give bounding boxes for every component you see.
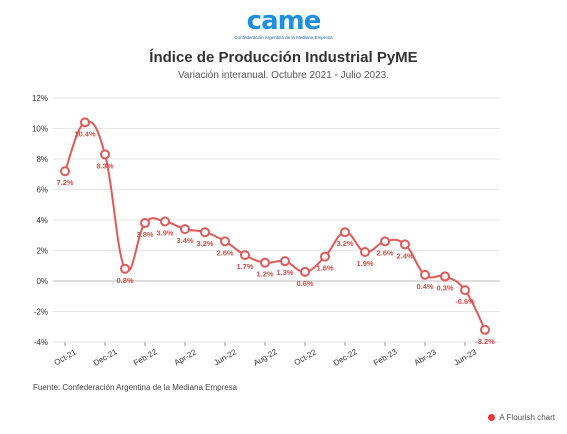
data-points bbox=[60, 117, 490, 335]
y-tick-label: 8% bbox=[36, 155, 48, 164]
series-line-layer bbox=[64, 120, 486, 331]
data-label: 3.2% bbox=[336, 239, 353, 248]
logo-subtitle: Confederación Argentina de la Mediana Em… bbox=[234, 35, 333, 40]
data-label: 2.6% bbox=[216, 248, 233, 257]
data-label: 0.8% bbox=[116, 276, 133, 285]
x-tick-label: Apr-22 bbox=[173, 347, 199, 367]
x-tick-label: Feb-23 bbox=[372, 347, 399, 368]
data-point bbox=[400, 239, 410, 250]
data-point bbox=[360, 247, 370, 258]
flourish-credit-label: A Flourish chart bbox=[499, 413, 555, 422]
y-tick-label: 12% bbox=[32, 94, 48, 103]
data-label: 0.6% bbox=[296, 279, 313, 288]
data-point bbox=[60, 166, 70, 177]
data-label: 8.3% bbox=[96, 161, 113, 170]
data-point bbox=[440, 271, 450, 282]
data-point bbox=[480, 324, 490, 335]
x-tick-label: Oct-21 bbox=[53, 347, 79, 367]
grid-layer bbox=[53, 97, 500, 343]
data-point bbox=[240, 250, 250, 261]
x-axis: Oct-21 Dec-21 Feb-22 Apr-22 Jun-22 Aug-22 Oct-… bbox=[53, 342, 479, 368]
data-label: 0.4% bbox=[416, 282, 433, 291]
data-point bbox=[260, 257, 270, 268]
data-label: 3.9% bbox=[156, 229, 173, 238]
x-tick-label: Dec-21 bbox=[92, 347, 119, 368]
data-label: 2.4% bbox=[396, 251, 413, 260]
data-label: 2.6% bbox=[376, 248, 393, 257]
data-label: -3.2% bbox=[475, 337, 495, 346]
series-line bbox=[64, 120, 486, 331]
data-label: 1.6% bbox=[316, 264, 333, 273]
x-tick-label: Oct-22 bbox=[293, 347, 319, 367]
data-labels: 7.2%10.4%8.3%0.8%3.8% 3.9%3.4% 3.2%2.6%1.7… bbox=[56, 129, 495, 345]
data-label: 1.9% bbox=[356, 259, 373, 268]
data-label: -0.6% bbox=[455, 297, 475, 306]
x-tick-label: Dec-22 bbox=[332, 347, 359, 368]
x-tick-label: Jun-23 bbox=[452, 347, 478, 367]
y-tick-label: 10% bbox=[32, 125, 48, 134]
data-point bbox=[320, 251, 330, 262]
came-logo: came Confederación Argentina de la Media… bbox=[0, 8, 567, 40]
data-point bbox=[460, 285, 470, 296]
chart-subtitle: Variación interanual. Octubre 2021 - Jul… bbox=[177, 70, 390, 81]
data-label: 3.8% bbox=[136, 230, 153, 239]
data-point bbox=[420, 269, 430, 280]
data-point bbox=[120, 263, 130, 274]
data-point bbox=[280, 256, 290, 267]
data-point bbox=[300, 266, 310, 277]
y-tick-label: 4% bbox=[36, 216, 48, 225]
logo-mark: came bbox=[246, 6, 322, 36]
flourish-icon bbox=[488, 414, 496, 421]
data-point bbox=[140, 218, 150, 229]
y-tick-label: -4% bbox=[34, 338, 48, 347]
y-axis: -4% -2% 0% 2% 4% 6% 8% 10% 12% bbox=[32, 94, 48, 347]
data-point bbox=[340, 227, 350, 238]
data-point bbox=[80, 117, 90, 128]
data-label: 0.3% bbox=[436, 283, 453, 292]
data-label: 10.4% bbox=[74, 129, 96, 138]
data-point bbox=[200, 227, 210, 238]
data-point bbox=[160, 216, 170, 227]
data-point bbox=[180, 224, 190, 235]
x-tick-label: Abr-23 bbox=[413, 347, 439, 367]
x-tick-label: Feb-22 bbox=[132, 347, 159, 368]
flourish-credit[interactable]: A Flourish chart bbox=[488, 413, 555, 422]
data-label: 1.3% bbox=[276, 268, 293, 277]
data-label: 3.2% bbox=[196, 239, 213, 248]
y-tick-label: 6% bbox=[36, 186, 48, 195]
data-point bbox=[220, 236, 230, 247]
y-tick-label: 0% bbox=[36, 277, 48, 286]
y-tick-label: 2% bbox=[36, 247, 48, 256]
data-point bbox=[100, 149, 110, 160]
chart-title: Índice de Producción Industrial PyME bbox=[149, 49, 418, 66]
data-point bbox=[380, 236, 390, 247]
source-note: Fuente: Confederación Argentina de la Me… bbox=[33, 383, 238, 392]
data-label: 3.4% bbox=[176, 236, 193, 245]
x-tick-label: Jun-22 bbox=[212, 347, 238, 367]
x-tick-label: Aug-22 bbox=[252, 347, 279, 368]
y-tick-label: -2% bbox=[34, 308, 48, 317]
data-label: 7.2% bbox=[56, 178, 73, 187]
data-label: 1.2% bbox=[256, 270, 273, 279]
data-label: 1.7% bbox=[236, 262, 253, 271]
